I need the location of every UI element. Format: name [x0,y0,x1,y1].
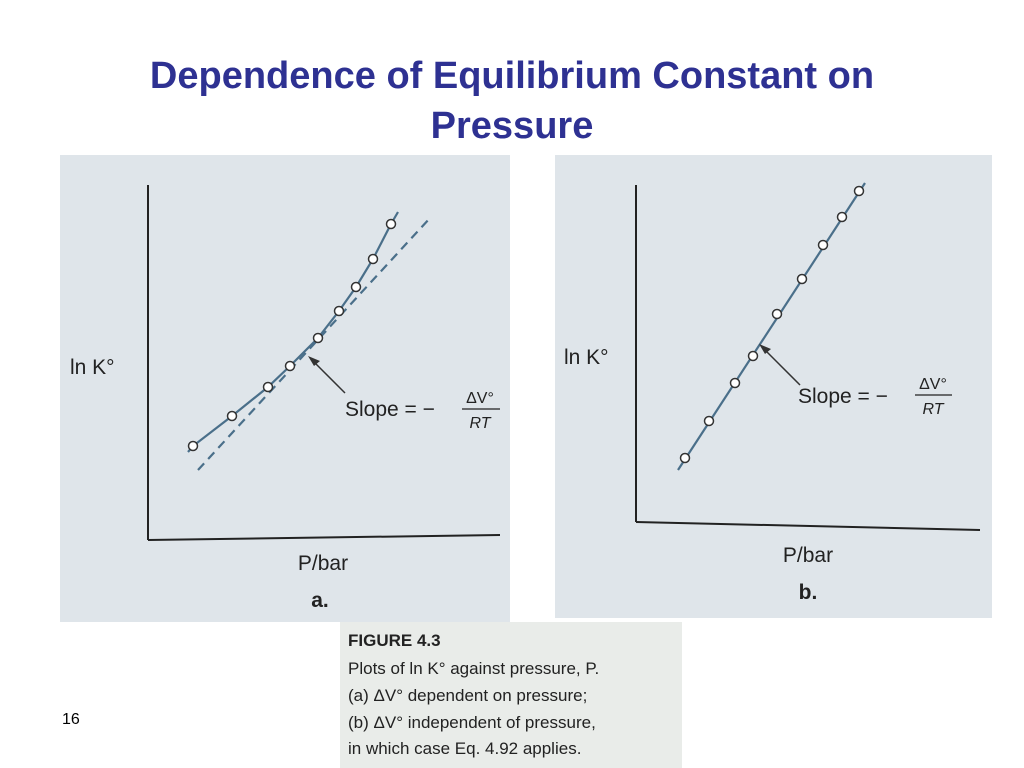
points [187,218,397,452]
slope-denominator: RT [922,401,944,418]
slope-text: Slope = − [798,385,888,408]
slope-numerator: ΔV° [466,390,494,407]
arrow [762,347,801,386]
title-line: Dependence of Equilibrium Constant on [150,55,874,97]
x-label: P/bar [783,544,833,567]
slope-text: Slope = − [345,398,435,421]
caption-line: (a) ΔV° dependent on pressure; [348,686,587,705]
panel-label: b. [799,581,818,604]
panel-background [555,155,992,618]
panel-background [60,155,510,622]
panel-b: ln K° Slope = − ΔV° RT P/bar b. [555,155,992,618]
caption-line: Plots of ln K° against pressure, P. [348,659,599,678]
slope-numerator: ΔV° [919,376,947,393]
caption-line: (b) ΔV° independent of pressure, [348,713,596,732]
x-label: P/bar [298,552,348,575]
panel-a: ln K° Slope = − ΔV° RT P/bar a. [60,155,510,622]
arrow-head [759,344,771,354]
axis [635,521,981,531]
caption-line: in which case Eq. 4.92 applies. [348,739,581,758]
page-number: 16 [62,711,80,728]
tangent-line [197,217,431,471]
axis [147,534,501,541]
caption: FIGURE 4.3 Plots of ln K° against pressu… [340,622,682,768]
caption-heading: FIGURE 4.3 [348,631,441,650]
slope-denominator: RT [469,415,491,432]
title-line: Pressure [431,105,594,147]
points [679,185,865,464]
y-label: ln K° [564,346,609,369]
y-label: ln K° [70,356,115,379]
caption-background [340,622,682,768]
arrow [311,359,346,394]
panel-label: a. [311,589,329,612]
arrow-head [308,356,320,366]
